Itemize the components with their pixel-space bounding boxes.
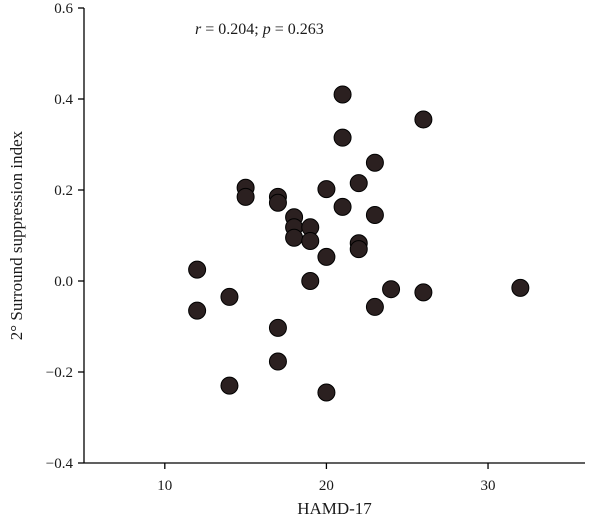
y-tick-label: −0.4 xyxy=(46,456,74,472)
axes xyxy=(83,8,585,464)
correlation-annotation: r = 0.204; p = 0.263 xyxy=(195,21,324,38)
y-tick-label: 0.2 xyxy=(54,183,73,199)
data-point xyxy=(317,383,336,402)
data-point xyxy=(365,297,384,316)
data-point xyxy=(511,278,530,297)
data-point xyxy=(285,228,304,247)
x-ticks: 10 20 30 xyxy=(157,463,496,494)
data-point xyxy=(414,283,433,302)
y-tick-label: 0.6 xyxy=(54,1,73,17)
y-tick-label: 0.4 xyxy=(54,92,73,108)
data-point xyxy=(349,174,368,193)
data-point xyxy=(268,318,287,337)
data-point xyxy=(220,376,239,395)
data-point xyxy=(365,153,384,172)
y-axis-title: 2° Surround suppression index xyxy=(7,130,26,340)
y-tick-label: −0.2 xyxy=(46,365,73,381)
data-point xyxy=(382,280,401,299)
x-axis-title: HAMD-17 xyxy=(297,499,372,518)
x-tick-label: 30 xyxy=(481,478,496,494)
y-tick-label: 0.0 xyxy=(54,274,73,290)
y-ticks: −0.4 −0.2 0.0 0.2 0.4 0.6 xyxy=(46,1,84,472)
data-point xyxy=(333,128,352,147)
data-point xyxy=(220,287,239,306)
data-point xyxy=(317,247,336,266)
data-point xyxy=(317,180,336,199)
p-value: = 0.263 xyxy=(271,21,324,38)
data-point xyxy=(365,206,384,225)
x-tick-label: 20 xyxy=(319,478,334,494)
data-point xyxy=(236,187,255,206)
r-value: = 0.204; xyxy=(201,21,262,38)
p-symbol: p xyxy=(262,21,271,38)
data-point xyxy=(268,193,287,212)
data-points xyxy=(188,85,530,402)
data-point xyxy=(349,240,368,259)
data-point xyxy=(333,197,352,216)
x-tick-label: 10 xyxy=(157,478,172,494)
data-point xyxy=(333,85,352,104)
data-point xyxy=(268,352,287,371)
data-point xyxy=(301,231,320,250)
r-symbol: r xyxy=(195,21,202,38)
data-point xyxy=(301,272,320,290)
data-point xyxy=(188,260,207,279)
data-point xyxy=(188,301,207,320)
data-point xyxy=(414,110,433,129)
